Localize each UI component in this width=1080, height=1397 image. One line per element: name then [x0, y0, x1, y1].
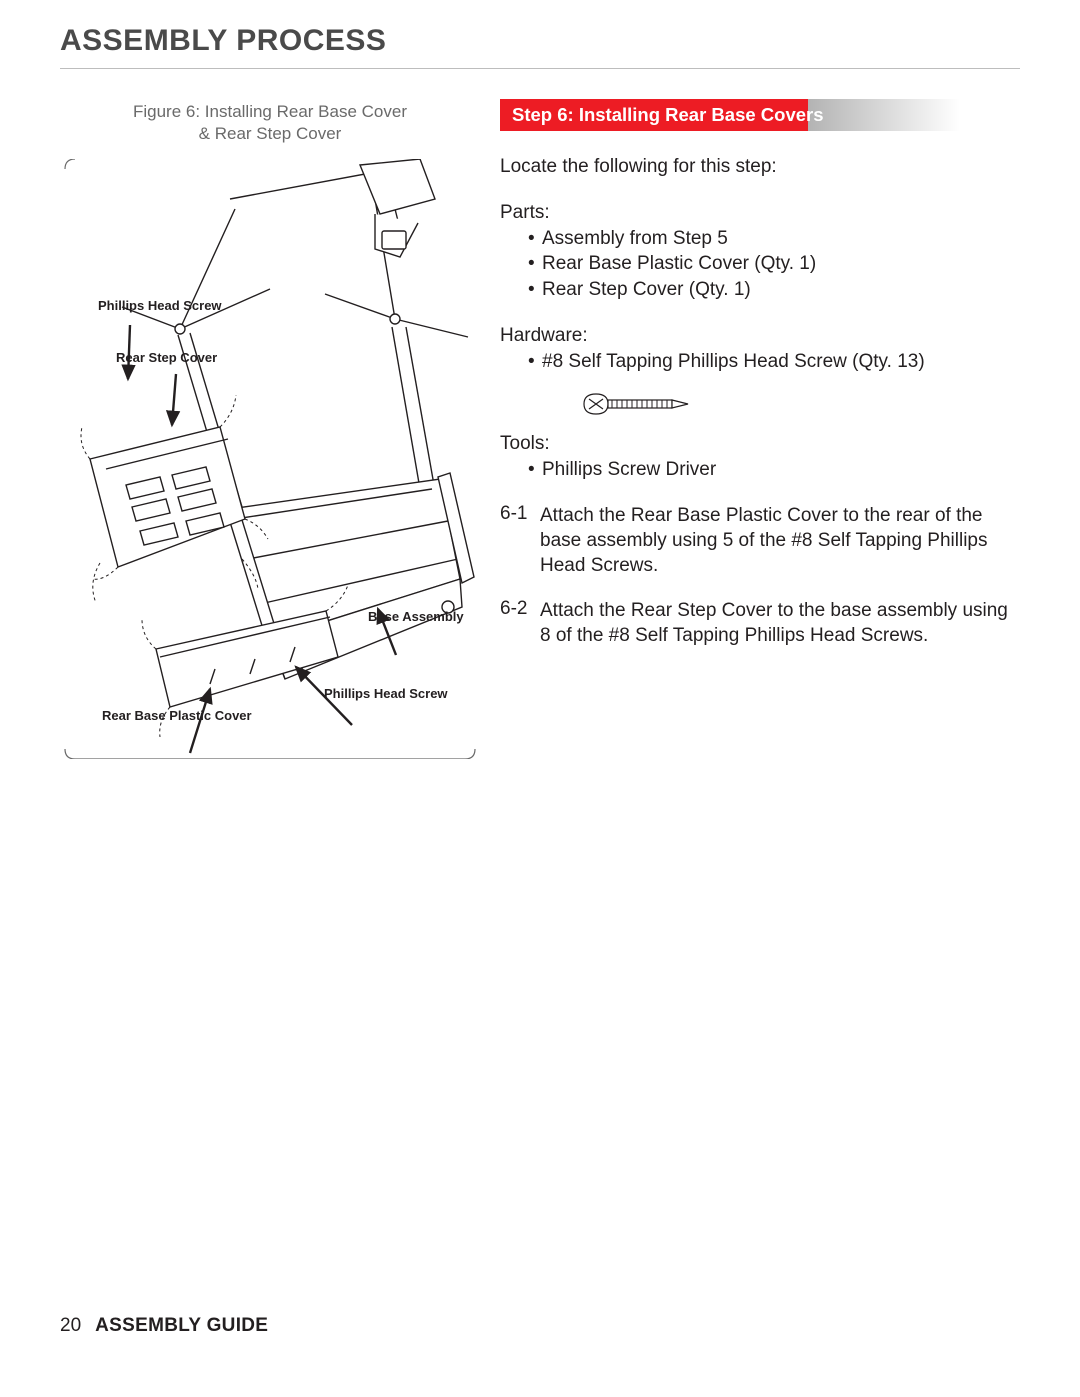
- hardware-list: #8 Self Tapping Phillips Head Screw (Qty…: [500, 349, 1020, 375]
- callout-rear-step-cover: Rear Step Cover: [116, 351, 217, 365]
- hardware-item: #8 Self Tapping Phillips Head Screw (Qty…: [528, 349, 1020, 375]
- figure-caption: Figure 6: Installing Rear Base Cover & R…: [60, 99, 480, 145]
- parts-item: Rear Base Plastic Cover (Qty. 1): [528, 251, 1020, 277]
- hardware-label: Hardware:: [500, 325, 1020, 347]
- tools-item: Phillips Screw Driver: [528, 457, 1020, 483]
- assembly-diagram: [60, 159, 480, 759]
- step-text: Attach the Rear Base Plastic Cover to th…: [540, 503, 1020, 578]
- divider: [60, 68, 1020, 69]
- figure-caption-line-1: Figure 6: Installing Rear Base Cover: [133, 102, 407, 121]
- tools-list: Phillips Screw Driver: [500, 457, 1020, 483]
- screw-icon: [582, 390, 1020, 423]
- callout-rear-base-plastic-cover: Rear Base Plastic Cover: [102, 709, 252, 723]
- parts-item: Rear Step Cover (Qty. 1): [528, 277, 1020, 303]
- parts-item: Assembly from Step 5: [528, 226, 1020, 252]
- step-text: Attach the Rear Step Cover to the base a…: [540, 598, 1020, 648]
- step-6-1: 6-1 Attach the Rear Base Plastic Cover t…: [500, 503, 1020, 578]
- parts-label: Parts:: [500, 202, 1020, 224]
- step-header-bar: Step 6: Installing Rear Base Covers: [500, 99, 960, 131]
- page-title: ASSEMBLY PROCESS: [60, 24, 1020, 58]
- figure-column: Figure 6: Installing Rear Base Cover & R…: [60, 99, 480, 789]
- step-header-text: Step 6: Installing Rear Base Covers: [512, 104, 824, 126]
- step-6-2: 6-2 Attach the Rear Step Cover to the ba…: [500, 598, 1020, 648]
- intro-text: Locate the following for this step:: [500, 155, 1020, 180]
- figure-caption-line-2: & Rear Step Cover: [199, 124, 342, 143]
- instructions-column: Step 6: Installing Rear Base Covers Loca…: [500, 99, 1020, 789]
- guide-title: ASSEMBLY GUIDE: [95, 1315, 268, 1337]
- page-footer: 20 ASSEMBLY GUIDE: [60, 1315, 268, 1337]
- callout-base-assembly: Base Assembly: [368, 610, 464, 624]
- callout-phillips-head-screw-bot: Phillips Head Screw: [324, 687, 448, 701]
- figure-frame: Figure 6: Installing Rear Base Cover & R…: [60, 99, 480, 789]
- callout-phillips-head-screw-top: Phillips Head Screw: [98, 299, 222, 313]
- parts-list: Assembly from Step 5 Rear Base Plastic C…: [500, 226, 1020, 303]
- page-number: 20: [60, 1315, 81, 1337]
- step-number: 6-2: [500, 598, 540, 648]
- step-number: 6-1: [500, 503, 540, 578]
- tools-label: Tools:: [500, 433, 1020, 455]
